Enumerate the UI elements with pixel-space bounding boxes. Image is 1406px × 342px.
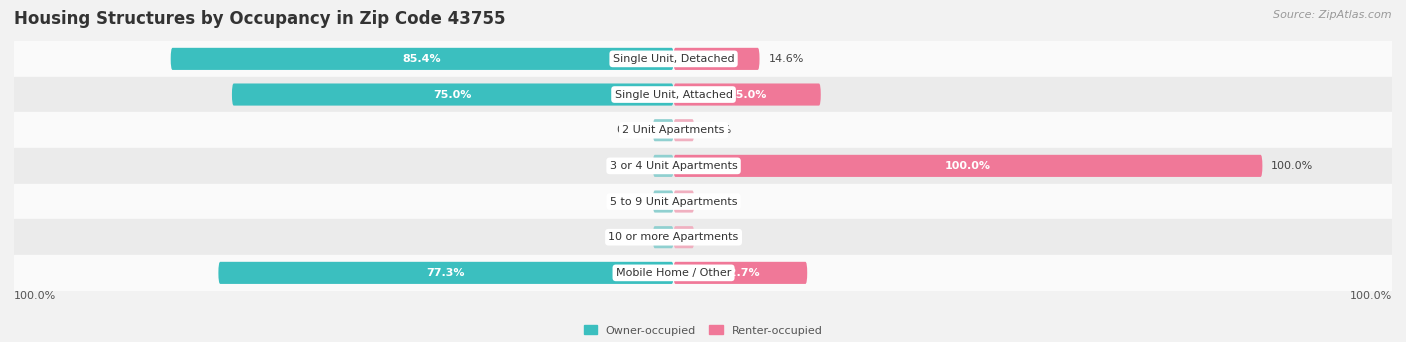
Text: 25.0%: 25.0%: [728, 90, 766, 100]
Bar: [14, 41, 1392, 77]
Bar: [14, 77, 1392, 113]
Bar: [14, 219, 1392, 255]
FancyBboxPatch shape: [652, 155, 673, 177]
Bar: [14, 148, 1392, 184]
Text: 77.3%: 77.3%: [427, 268, 465, 278]
Text: 0.0%: 0.0%: [616, 232, 644, 242]
FancyBboxPatch shape: [673, 226, 695, 248]
Text: Source: ZipAtlas.com: Source: ZipAtlas.com: [1274, 10, 1392, 20]
Text: 3 or 4 Unit Apartments: 3 or 4 Unit Apartments: [610, 161, 737, 171]
Text: 22.7%: 22.7%: [721, 268, 759, 278]
Text: 0.0%: 0.0%: [703, 125, 731, 135]
Bar: [14, 255, 1392, 291]
Legend: Owner-occupied, Renter-occupied: Owner-occupied, Renter-occupied: [579, 321, 827, 340]
Text: 75.0%: 75.0%: [433, 90, 472, 100]
Bar: [14, 113, 1392, 148]
FancyBboxPatch shape: [232, 83, 673, 106]
FancyBboxPatch shape: [673, 48, 759, 70]
FancyBboxPatch shape: [652, 190, 673, 213]
Text: Single Unit, Attached: Single Unit, Attached: [614, 90, 733, 100]
Text: Mobile Home / Other: Mobile Home / Other: [616, 268, 731, 278]
Text: Single Unit, Detached: Single Unit, Detached: [613, 54, 734, 64]
FancyBboxPatch shape: [652, 119, 673, 141]
FancyBboxPatch shape: [673, 155, 1263, 177]
Text: 100.0%: 100.0%: [14, 291, 56, 301]
Text: 100.0%: 100.0%: [945, 161, 991, 171]
Text: 100.0%: 100.0%: [1350, 291, 1392, 301]
FancyBboxPatch shape: [673, 83, 821, 106]
FancyBboxPatch shape: [170, 48, 673, 70]
FancyBboxPatch shape: [673, 190, 695, 213]
Text: 0.0%: 0.0%: [703, 197, 731, 207]
FancyBboxPatch shape: [673, 119, 695, 141]
Text: 0.0%: 0.0%: [616, 197, 644, 207]
Text: Housing Structures by Occupancy in Zip Code 43755: Housing Structures by Occupancy in Zip C…: [14, 10, 506, 28]
Text: 100.0%: 100.0%: [1271, 161, 1313, 171]
Text: 14.6%: 14.6%: [768, 54, 804, 64]
FancyBboxPatch shape: [673, 262, 807, 284]
Text: 10 or more Apartments: 10 or more Apartments: [609, 232, 738, 242]
Text: 5 to 9 Unit Apartments: 5 to 9 Unit Apartments: [610, 197, 737, 207]
FancyBboxPatch shape: [218, 262, 673, 284]
Text: 0.0%: 0.0%: [616, 125, 644, 135]
Text: 0.0%: 0.0%: [703, 232, 731, 242]
Text: 85.4%: 85.4%: [402, 54, 441, 64]
FancyBboxPatch shape: [652, 226, 673, 248]
Text: 0.0%: 0.0%: [616, 161, 644, 171]
Text: 2 Unit Apartments: 2 Unit Apartments: [623, 125, 724, 135]
Bar: [14, 184, 1392, 219]
